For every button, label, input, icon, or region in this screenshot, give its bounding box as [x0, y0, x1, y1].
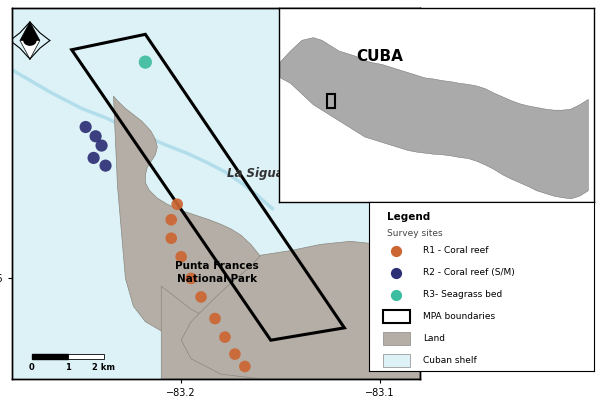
Text: MPA boundaries: MPA boundaries: [423, 312, 495, 321]
Point: [176, 253, 186, 260]
Point: [91, 133, 100, 139]
Point: [391, 269, 401, 276]
Text: Legend: Legend: [387, 212, 430, 222]
Point: [166, 216, 176, 223]
Bar: [68, 354, 104, 359]
Bar: [327, 94, 335, 108]
Point: [81, 124, 91, 130]
Point: [210, 315, 220, 322]
Point: [101, 162, 110, 169]
Bar: [383, 332, 409, 345]
Polygon shape: [181, 241, 420, 379]
Point: [230, 351, 240, 357]
Point: [166, 235, 176, 241]
Polygon shape: [280, 37, 588, 199]
Text: Punta Frances
National Park: Punta Frances National Park: [175, 261, 259, 284]
Bar: [32, 354, 68, 359]
Polygon shape: [20, 22, 40, 40]
Text: Survey sites: Survey sites: [387, 229, 443, 238]
Point: [196, 294, 206, 300]
Point: [187, 275, 196, 282]
Polygon shape: [113, 96, 277, 337]
Polygon shape: [20, 40, 40, 59]
Point: [391, 247, 401, 254]
Point: [97, 142, 106, 149]
Point: [89, 155, 98, 161]
Text: La Siguanea Inlet: La Siguanea Inlet: [227, 167, 343, 180]
Text: R3- Seagrass bed: R3- Seagrass bed: [423, 290, 502, 299]
Point: [220, 334, 230, 340]
Text: R2 - Coral reef (S/M): R2 - Coral reef (S/M): [423, 268, 515, 277]
Bar: [383, 354, 409, 368]
Polygon shape: [161, 286, 420, 379]
Text: CUBA: CUBA: [356, 49, 403, 64]
Point: [240, 363, 250, 370]
Circle shape: [24, 36, 36, 45]
Text: Cuban shelf: Cuban shelf: [423, 356, 477, 365]
Text: 1: 1: [65, 364, 71, 372]
Bar: [383, 310, 409, 323]
Point: [391, 291, 401, 298]
Text: 0: 0: [29, 364, 35, 372]
Text: Land: Land: [423, 334, 445, 343]
Text: 2 km: 2 km: [92, 364, 115, 372]
Point: [140, 59, 150, 65]
Text: R1 - Coral reef: R1 - Coral reef: [423, 246, 488, 255]
Point: [172, 201, 182, 208]
